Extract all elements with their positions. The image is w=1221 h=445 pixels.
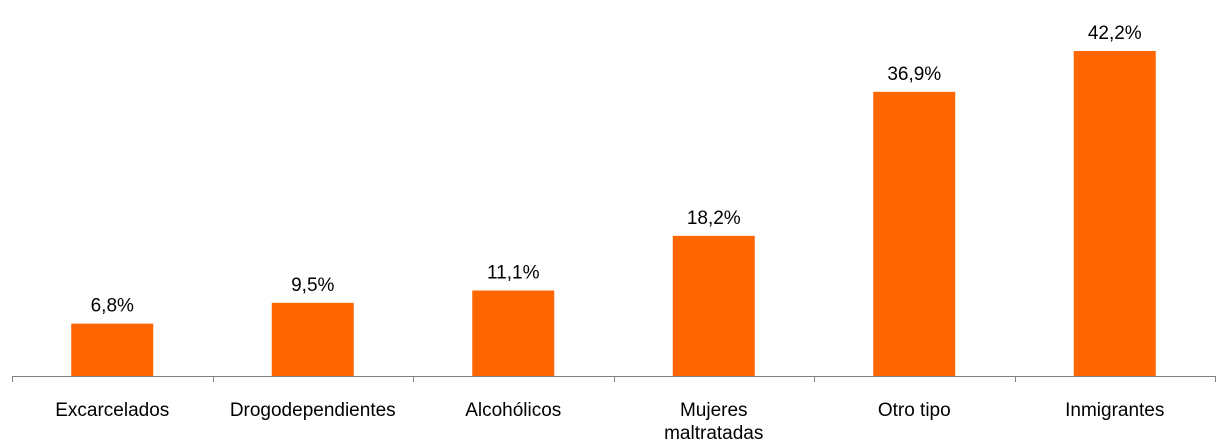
data-label: 42,2% [1088,23,1142,44]
bar [472,290,555,376]
data-label: 11,1% [487,263,540,284]
x-axis [12,376,1216,382]
bar [873,91,956,376]
category-label-line: Inmigrantes [1065,400,1164,421]
category-label-line: maltratadas [664,423,763,444]
data-label: 9,5% [291,275,334,296]
bar [71,323,154,376]
category-label-line: Excarcelados [55,400,169,421]
category-label: Mujeres maltratadas [664,400,763,444]
bar [1073,51,1156,376]
category-label-line: Mujeres [680,400,748,421]
category-label: Otro tipo [878,400,951,421]
category-label-line: Otro tipo [878,400,951,421]
data-labels: 6,8% 9,5% 11,1% 18,2% 36,9% 42,2% [91,23,1142,317]
data-label: 6,8% [91,296,134,317]
bar [271,302,354,376]
category-label: Drogodependientes [230,400,396,421]
category-label-line: Alcohólicos [465,400,561,421]
data-label: 36,9% [887,64,941,85]
data-label: 18,2% [687,208,741,229]
category-label: Alcohólicos [465,400,561,421]
bars [71,51,1156,376]
category-label-line: Drogodependientes [230,400,396,421]
bar [672,235,755,376]
category-label: Excarcelados [55,400,169,421]
category-labels: Excarcelados Drogodependientes Alcohólicos… [55,400,1164,444]
category-label: Inmigrantes [1065,400,1164,421]
